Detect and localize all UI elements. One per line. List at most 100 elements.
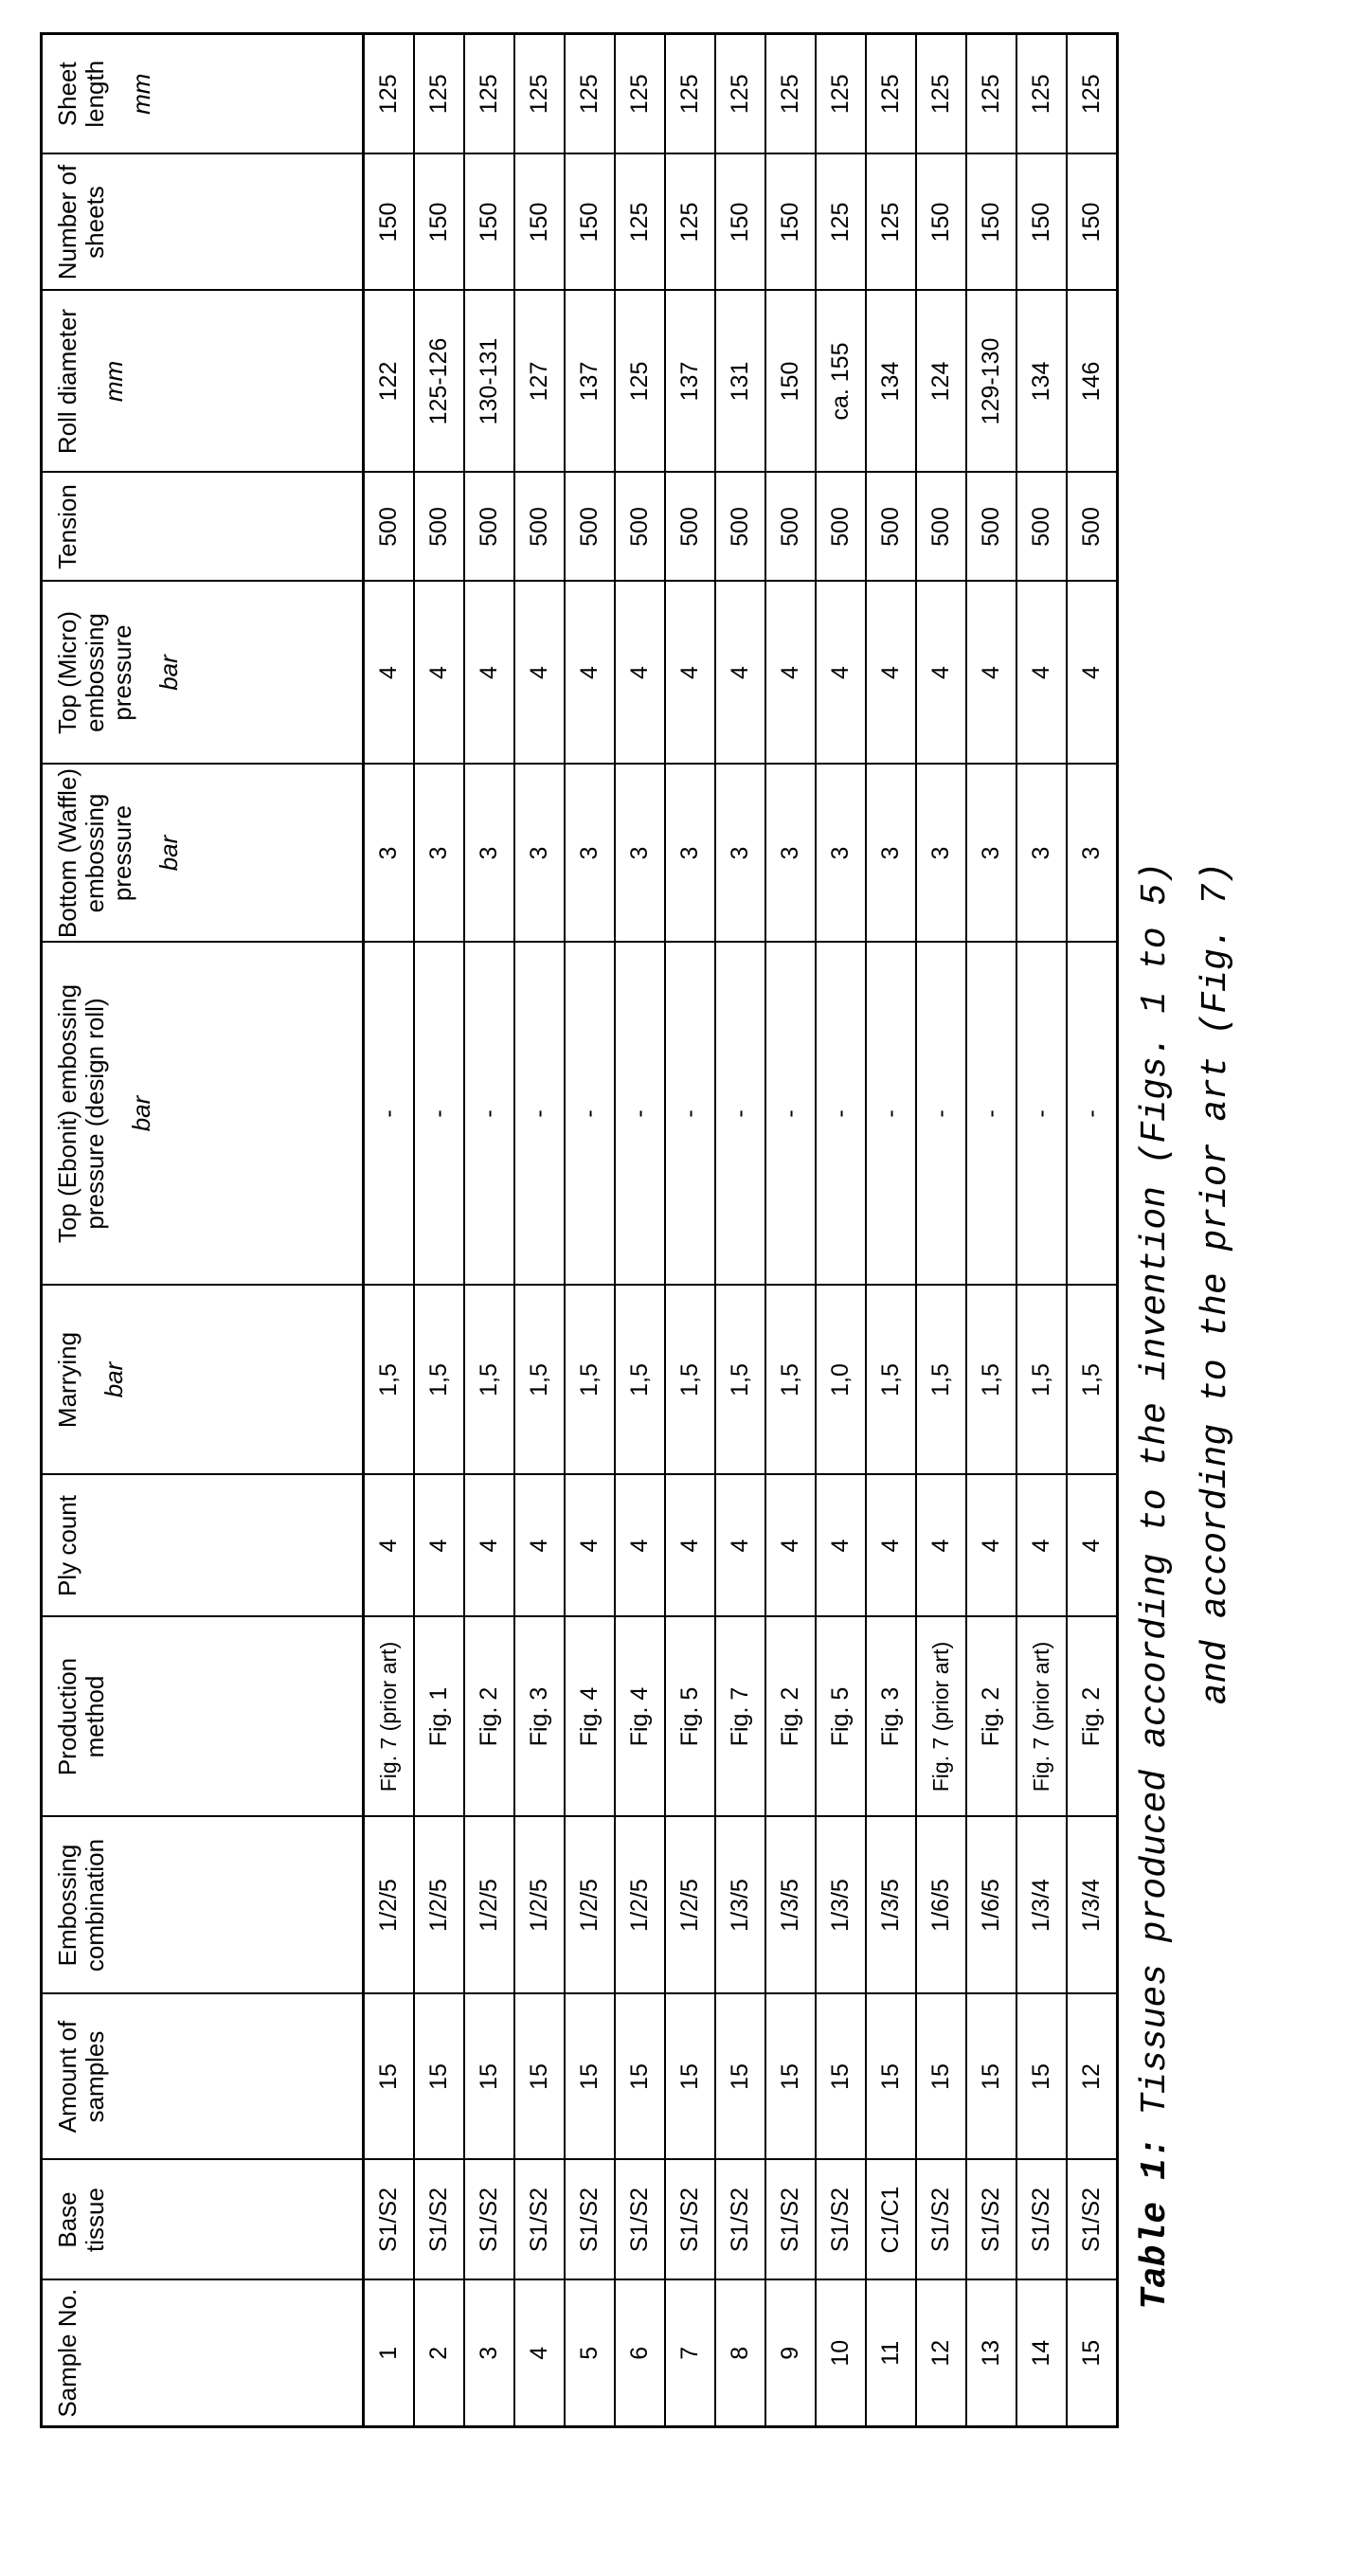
table-row: 6S1/S2151/2/5Fig. 441,5-34500125125125 (615, 34, 665, 2427)
table-cell: S1/S2 (464, 2160, 514, 2280)
table-row: 10S1/S2151/3/5Fig. 541,0-34500ca. 155125… (816, 34, 866, 2427)
table-cell: 4 (615, 582, 665, 765)
table-cell: 500 (514, 473, 565, 582)
column-header: Sheet lengthmm (42, 34, 364, 154)
table-cell: 150 (464, 154, 514, 291)
table-cell: 15 (514, 1994, 565, 2160)
table-cell: S1/S2 (615, 2160, 665, 2280)
table-cell: 4 (665, 582, 715, 765)
table-cell: 5 (565, 2280, 615, 2427)
table-cell: C1/C1 (866, 2160, 916, 2280)
column-header: Top (Micro) embossing pressurebar (42, 582, 364, 765)
table-cell: 3 (464, 765, 514, 943)
table-cell: 4 (816, 1475, 866, 1617)
table-cell: S1/S2 (966, 2160, 1016, 2280)
table-cell: 4 (816, 582, 866, 765)
table-cell: - (715, 943, 765, 1286)
table-cell: 125 (565, 34, 615, 154)
column-header-unit: bar (155, 766, 183, 942)
table-cell: 125 (816, 34, 866, 154)
column-header-label: Sample No. (53, 2289, 81, 2418)
table-cell: 12 (916, 2280, 966, 2427)
table-cell: - (816, 943, 866, 1286)
table-cell: 4 (1016, 1475, 1067, 1617)
table-cell: 3 (916, 765, 966, 943)
table-cell: 8 (715, 2280, 765, 2427)
table-cell: 1,5 (765, 1286, 816, 1475)
table-cell: 1/3/5 (765, 1817, 816, 1994)
table-cell: 3 (765, 765, 816, 943)
table-cell: - (1067, 943, 1118, 1286)
column-header-unit: bar (128, 944, 155, 1285)
table-cell: - (615, 943, 665, 1286)
table-cell: 1,5 (514, 1286, 565, 1475)
table-row: 5S1/S2151/2/5Fig. 441,5-34500137150125 (565, 34, 615, 2427)
table-cell: 125 (866, 154, 916, 291)
table-cell: Fig. 2 (1067, 1617, 1118, 1817)
table-row: 14S1/S2151/3/4Fig. 7 (prior art)41,5-345… (1016, 34, 1067, 2427)
table-cell: Fig. 7 (prior art) (364, 1617, 415, 1817)
table-cell: 4 (765, 1475, 816, 1617)
table-cell: 3 (514, 765, 565, 943)
caption-text-1: Tissues produced according to the invent… (1135, 862, 1176, 2136)
table-cell: S1/S2 (1067, 2160, 1118, 2280)
table-cell: S1/S2 (765, 2160, 816, 2280)
table-cell: 4 (565, 582, 615, 765)
table-cell: 4 (715, 582, 765, 765)
table-cell: 6 (615, 2280, 665, 2427)
table-cell: Fig. 3 (514, 1617, 565, 1817)
column-header: Embossing combination (42, 1817, 364, 1994)
table-cell: 125 (966, 34, 1016, 154)
table-cell: 500 (966, 473, 1016, 582)
table-cell: 1,5 (715, 1286, 765, 1475)
table-cell: 15 (1067, 2280, 1118, 2427)
table-cell: 15 (765, 1994, 816, 2160)
column-header: Production method (42, 1617, 364, 1817)
table-cell: 500 (866, 473, 916, 582)
table-row: 8S1/S2151/3/5Fig. 741,5-34500131150125 (715, 34, 765, 2427)
table-cell: 4 (1016, 582, 1067, 765)
table-cell: 4 (1067, 582, 1118, 765)
table-cell: 4 (514, 582, 565, 765)
table-cell: - (765, 943, 816, 1286)
table-cell: 4 (565, 1475, 615, 1617)
column-header-label: Number of sheets (53, 165, 109, 279)
column-header-unit: mm (100, 292, 128, 472)
table-cell: 129-130 (966, 291, 1016, 473)
column-header-label: Embossing combination (53, 1839, 109, 1972)
table-cell: 4 (615, 1475, 665, 1617)
table-row: 15S1/S2121/3/4Fig. 241,5-34500146150125 (1067, 34, 1118, 2427)
table-cell: 4 (1067, 1475, 1118, 1617)
column-header: Sample No. (42, 2280, 364, 2427)
column-header-unit: bar (100, 1287, 128, 1474)
table-cell: 14 (1016, 2280, 1067, 2427)
table-cell: S1/S2 (565, 2160, 615, 2280)
table-cell: Fig. 7 (prior art) (916, 1617, 966, 1817)
column-header: Base tissue (42, 2160, 364, 2280)
table-row: 7S1/S2151/2/5Fig. 541,5-34500137125125 (665, 34, 715, 2427)
table-cell: 125 (665, 154, 715, 291)
table-cell: 150 (514, 154, 565, 291)
table-cell: 15 (364, 1994, 415, 2160)
table-cell: 4 (514, 2280, 565, 2427)
table-cell: 1/2/5 (464, 1817, 514, 1994)
table-cell: 4 (966, 1475, 1016, 1617)
table-cell: 1/2/5 (565, 1817, 615, 1994)
table-cell: S1/S2 (665, 2160, 715, 2280)
table-cell: S1/S2 (514, 2160, 565, 2280)
table-cell: 1/2/5 (514, 1817, 565, 1994)
table-cell: 2 (414, 2280, 464, 2427)
table-cell: 15 (816, 1994, 866, 2160)
column-header-label: Ply count (53, 1495, 81, 1596)
table-cell: 4 (464, 1475, 514, 1617)
table-cell: - (1016, 943, 1067, 1286)
table-cell: 3 (715, 765, 765, 943)
table-row: 3S1/S2151/2/5Fig. 241,5-34500130-1311501… (464, 34, 514, 2427)
column-header-label: Base tissue (53, 2188, 109, 2252)
table-cell: 500 (1067, 473, 1118, 582)
table-cell: 1,5 (464, 1286, 514, 1475)
table-row: 12S1/S2151/6/5Fig. 7 (prior art)41,5-345… (916, 34, 966, 2427)
table-cell: 127 (514, 291, 565, 473)
column-header-label: Top (Ebonit) embossing pressure (design … (53, 984, 109, 1243)
column-header: Bottom (Waffle) embossing pressurebar (42, 765, 364, 943)
